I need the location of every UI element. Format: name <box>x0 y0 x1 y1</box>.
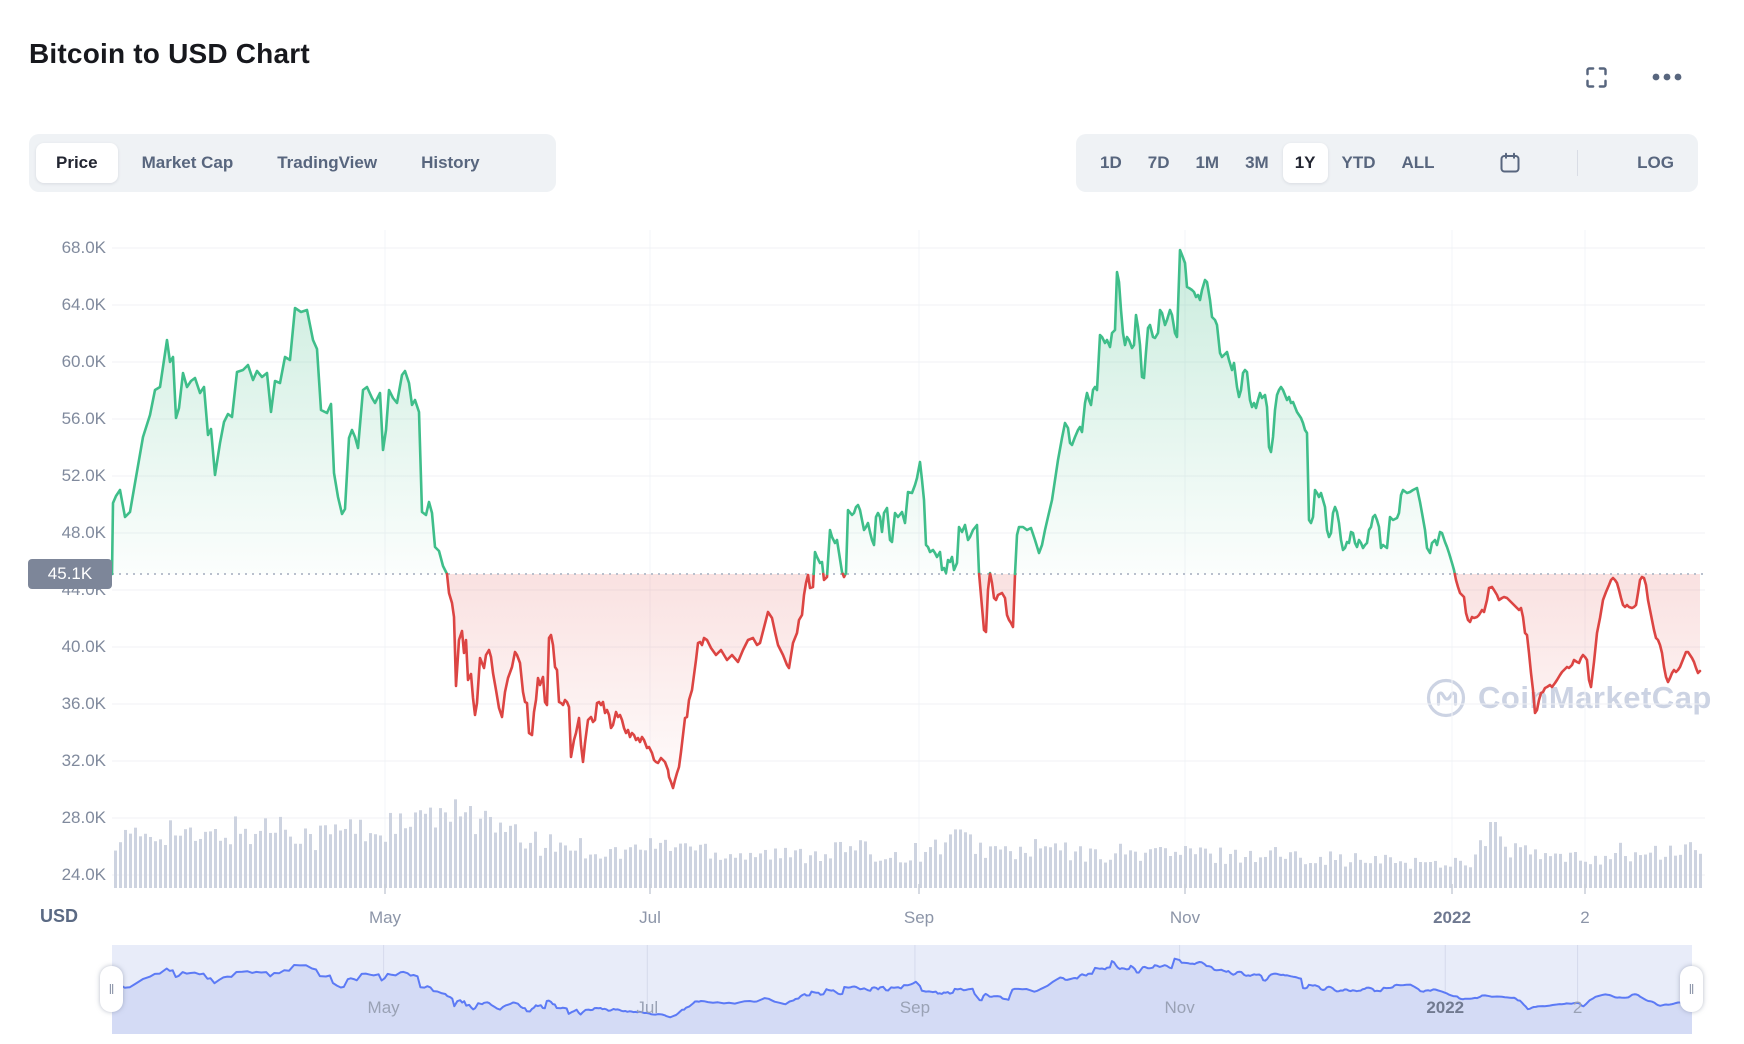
calendar-icon <box>1500 152 1520 173</box>
range-3m[interactable]: 3M <box>1233 143 1281 183</box>
tab-tradingview[interactable]: TradingView <box>257 143 397 183</box>
navigator-axis-label: May <box>367 998 400 1017</box>
fullscreen-button[interactable] <box>1575 58 1618 97</box>
x-axis-label: Nov <box>1169 908 1201 927</box>
y-axis-label: 32.0K <box>61 751 106 770</box>
toolbar-divider <box>1576 150 1578 176</box>
calendar-button[interactable] <box>1490 145 1530 181</box>
range-ytd[interactable]: YTD <box>1330 143 1388 183</box>
navigator-axis-label: 2022 <box>1426 998 1465 1017</box>
range-1d[interactable]: 1D <box>1088 143 1134 183</box>
y-axis-label: 40.0K <box>61 637 106 656</box>
range-7d[interactable]: 7D <box>1136 143 1182 183</box>
unit-label: USD <box>40 906 79 926</box>
range-1m[interactable]: 1M <box>1183 143 1231 183</box>
more-options-button[interactable] <box>1643 66 1691 88</box>
x-axis-label: May <box>368 908 402 927</box>
y-axis-label: 24.0K <box>61 865 106 884</box>
navigator-right-handle[interactable]: ‖ <box>1680 966 1703 1012</box>
navigator-axis-label: Sep <box>899 998 931 1017</box>
range-buttons: 1D 7D 1M 3M 1Y YTD ALL <box>1088 143 1447 183</box>
y-axis-label: 60.0K <box>61 352 106 371</box>
x-axis-label: Jul <box>639 908 661 927</box>
navigator-axis-label: 2 <box>1572 998 1583 1017</box>
navigator-left-handle[interactable]: ‖ <box>100 966 123 1012</box>
x-axis-label: 2022 <box>1433 908 1471 927</box>
range-1y[interactable]: 1Y <box>1282 143 1328 183</box>
navigator-axis-label: Nov <box>1164 998 1195 1017</box>
chart-type-tabs: Price Market Cap TradingView History <box>29 134 556 192</box>
y-axis-label: 68.0K <box>61 238 106 257</box>
tab-price[interactable]: Price <box>36 143 118 183</box>
date-range-toolbar: 1D 7D 1M 3M 1Y YTD ALL LOG <box>1076 134 1698 192</box>
coinmarketcap-logo-icon <box>1426 678 1466 718</box>
watermark-text: CoinMarketCap <box>1478 680 1712 715</box>
log-scale-button[interactable]: LOG <box>1625 143 1686 183</box>
coinmarketcap-watermark: CoinMarketCap <box>1424 676 1712 720</box>
y-axis-label: 52.0K <box>61 466 106 485</box>
navigator-axis-label: Jul <box>636 998 659 1017</box>
ellipsis-icon <box>1652 73 1682 81</box>
y-axis-label: 48.0K <box>61 523 106 542</box>
x-axis-label: 2 <box>1580 908 1590 927</box>
y-axis-label: 28.0K <box>61 808 106 827</box>
x-axis-label: Sep <box>903 908 935 927</box>
y-axis-label: 36.0K <box>61 694 106 713</box>
page-title: Bitcoin to USD Chart <box>29 38 310 69</box>
range-all[interactable]: ALL <box>1390 143 1447 183</box>
y-axis-label: 56.0K <box>61 409 106 428</box>
tab-history[interactable]: History <box>401 143 500 183</box>
baseline-price-badge: 45.1K <box>28 559 112 589</box>
y-axis-label: 64.0K <box>61 295 106 314</box>
tab-market-cap[interactable]: Market Cap <box>122 143 254 183</box>
fullscreen-icon <box>1586 67 1607 88</box>
